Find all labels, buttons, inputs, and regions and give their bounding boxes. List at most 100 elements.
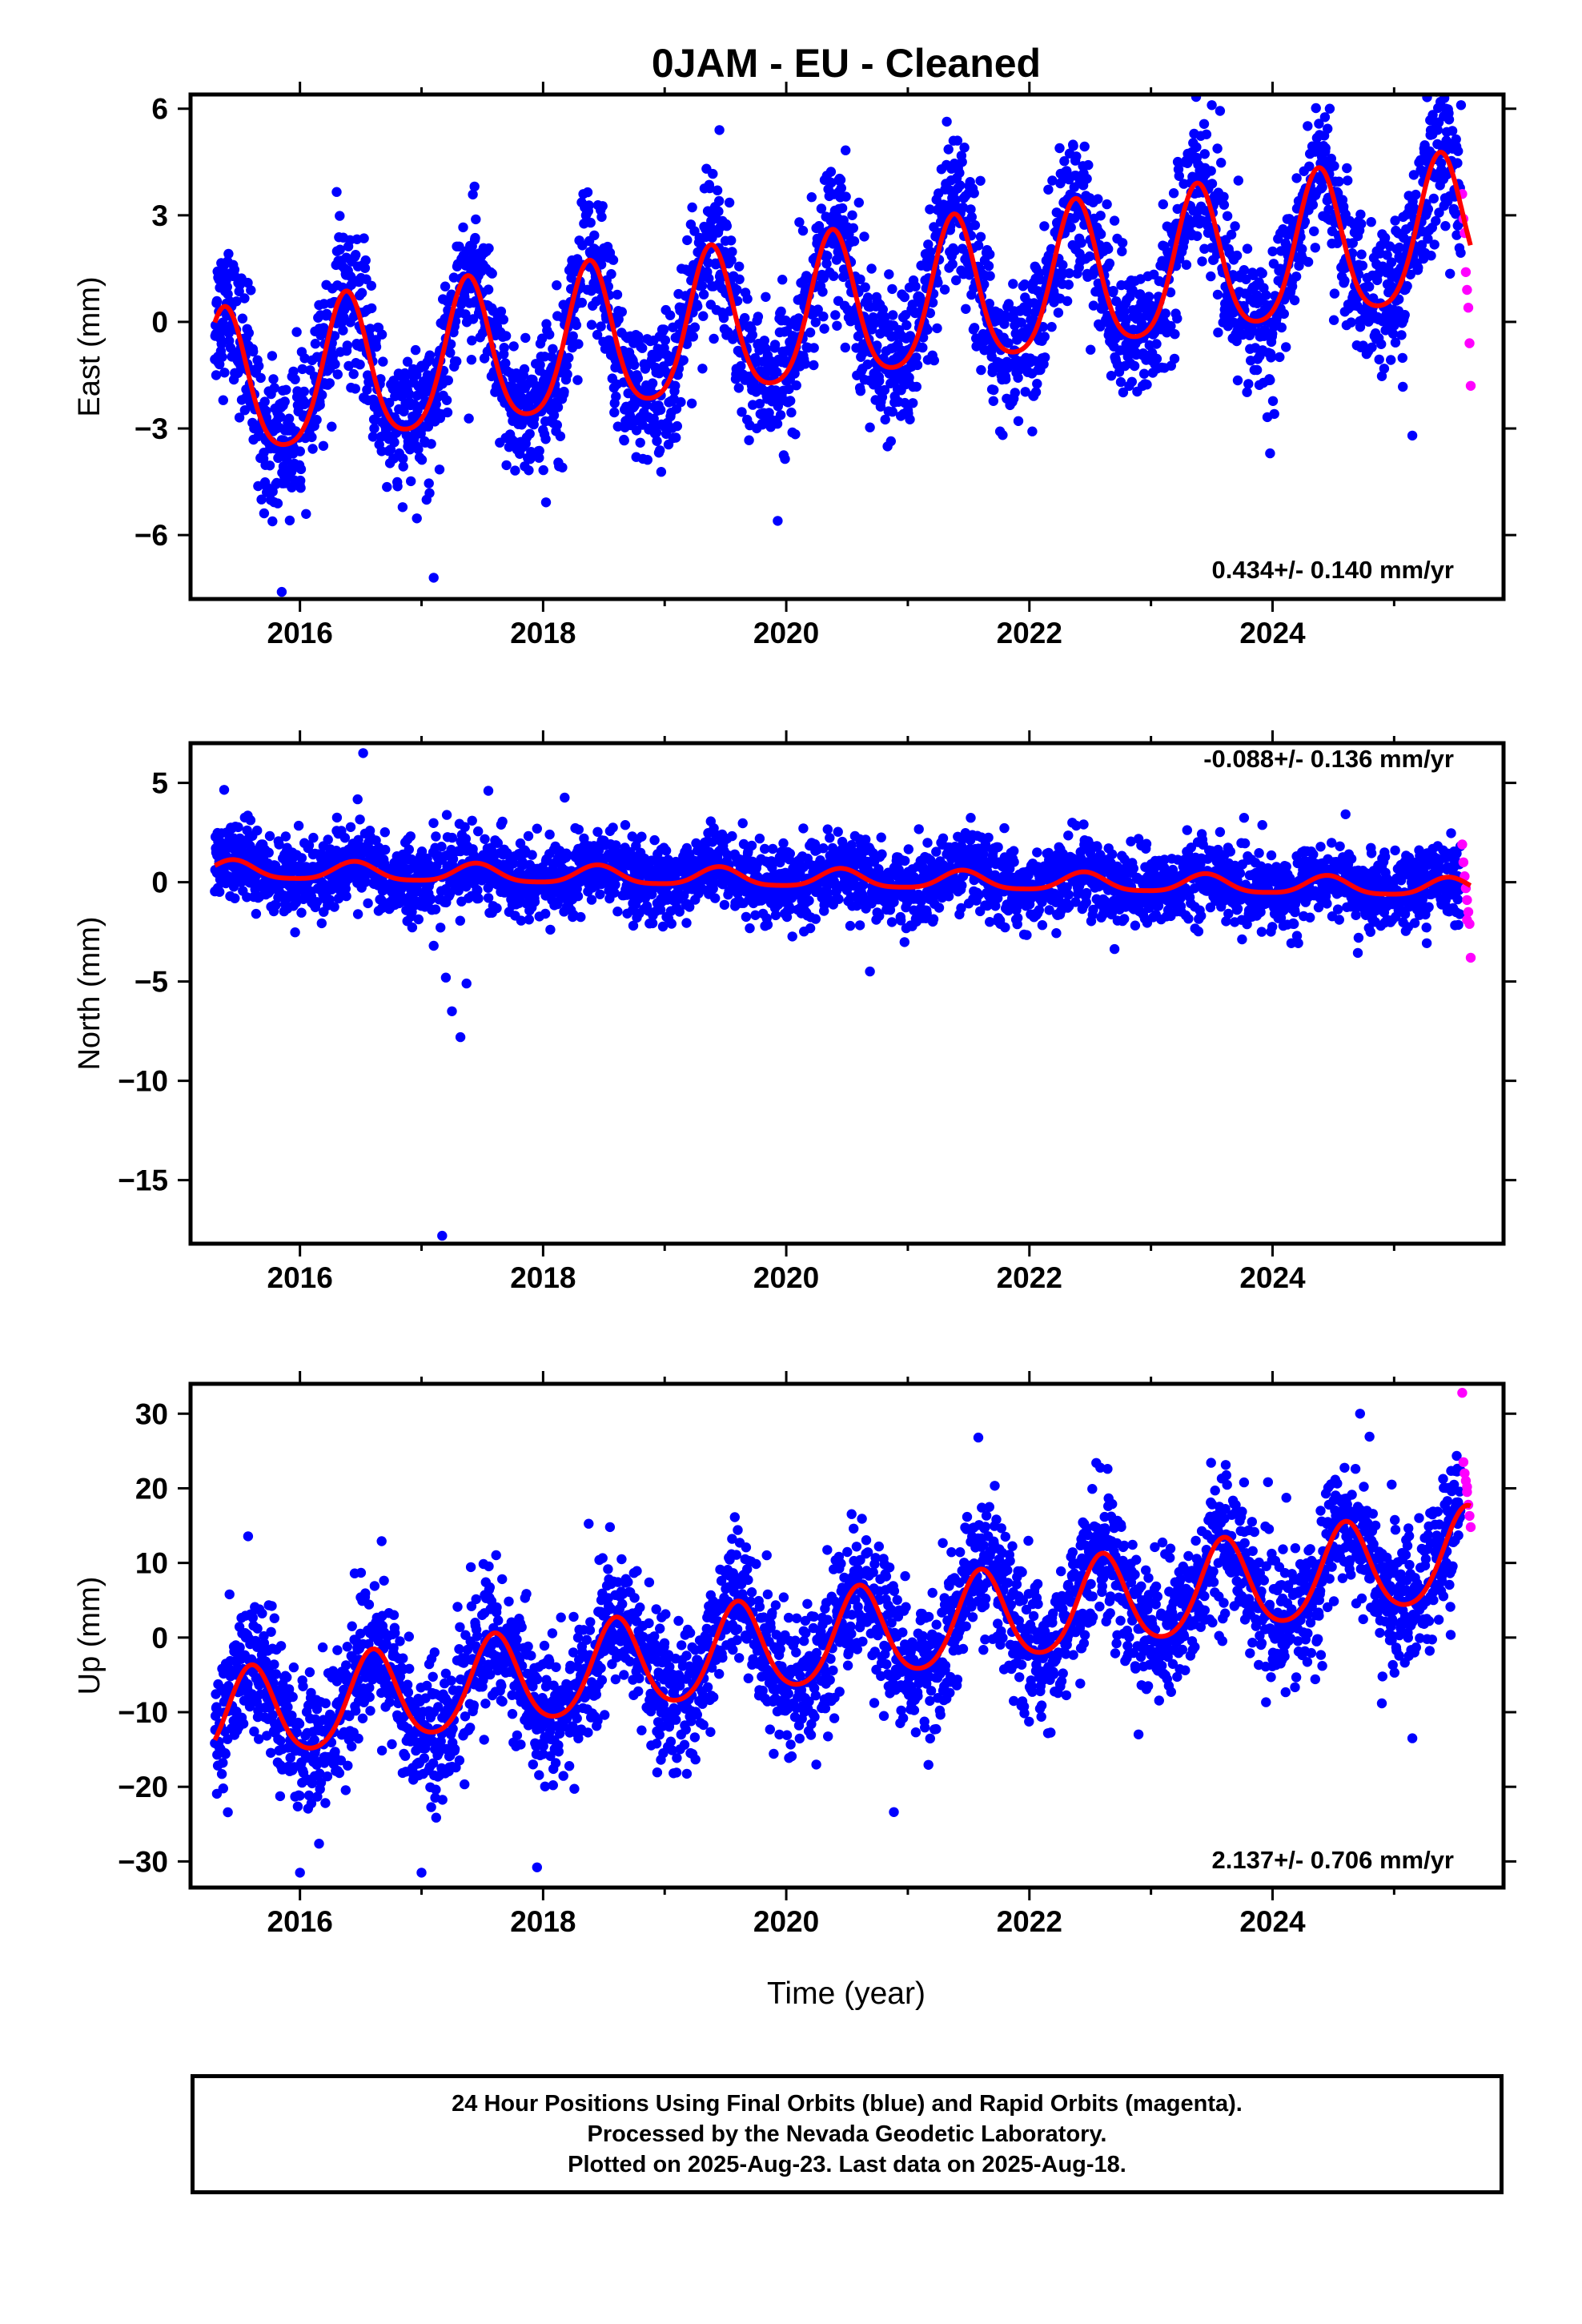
east-final-point — [809, 343, 819, 353]
north-final-point — [804, 895, 814, 906]
east-final-point — [660, 335, 671, 346]
east-final-point — [1083, 159, 1094, 171]
east-y-tick-label: −6 — [135, 519, 168, 552]
north-final-point — [242, 892, 252, 903]
north-final-point — [750, 910, 761, 921]
east-final-point — [295, 475, 306, 486]
east-final-point — [704, 273, 714, 283]
east-final-point — [810, 317, 821, 328]
east-final-point — [1364, 281, 1375, 292]
east-final-point — [500, 358, 511, 368]
east-final-point — [606, 269, 616, 279]
east-final-point — [616, 307, 627, 317]
east-final-point — [721, 221, 732, 231]
east-final-point — [1368, 293, 1379, 304]
north-final-point — [719, 899, 730, 911]
east-final-point — [219, 368, 230, 378]
east-final-point — [613, 314, 624, 324]
north-final-point — [777, 854, 787, 864]
north-final-point — [483, 893, 494, 903]
east-final-point — [985, 249, 995, 259]
east-final-point — [623, 388, 633, 399]
east-final-point — [1265, 448, 1275, 459]
east-final-point — [424, 488, 435, 498]
east-final-point — [797, 225, 809, 236]
east-final-point — [254, 429, 264, 440]
east-final-point — [1039, 332, 1050, 342]
east-final-point — [1452, 230, 1462, 240]
east-final-point — [776, 306, 786, 317]
east-final-point — [281, 384, 291, 395]
east-final-point — [1452, 158, 1463, 168]
north-final-point — [345, 822, 356, 833]
east-final-point — [1169, 353, 1180, 364]
east-final-point — [772, 367, 782, 377]
east-final-point — [366, 280, 376, 291]
north-final-point — [825, 833, 835, 843]
east-final-point — [697, 280, 708, 292]
north-final-point — [620, 819, 631, 830]
east-final-point — [1207, 100, 1217, 111]
east-final-point — [317, 390, 327, 400]
east-final-point — [1219, 199, 1230, 210]
east-final-point — [1275, 352, 1285, 363]
east-final-point — [929, 355, 940, 366]
east-final-point — [761, 292, 771, 302]
east-final-point — [540, 434, 551, 444]
east-final-point — [342, 340, 352, 351]
east-final-point — [985, 271, 995, 281]
east-final-point — [561, 360, 572, 371]
east-final-point — [282, 455, 292, 465]
east-final-point — [880, 312, 890, 323]
north-final-point — [473, 826, 484, 837]
north-final-point — [576, 911, 586, 923]
north-final-point — [215, 887, 225, 897]
east-final-point — [426, 439, 436, 449]
east-final-point — [1408, 170, 1419, 180]
north-final-point — [316, 918, 327, 929]
east-final-point — [283, 413, 295, 424]
north-final-point — [527, 850, 537, 860]
east-final-point — [1379, 364, 1390, 374]
east-final-point — [984, 299, 995, 309]
north-final-point — [822, 824, 833, 834]
east-final-point — [295, 464, 307, 475]
east-final-point — [1317, 36, 1327, 46]
north-final-point — [572, 891, 584, 902]
east-final-point — [1172, 313, 1182, 324]
east-final-point — [1199, 149, 1211, 159]
east-final-point — [1434, 207, 1444, 218]
north-final-point — [455, 915, 465, 926]
east-final-point — [589, 230, 600, 241]
east-final-point — [1121, 315, 1131, 326]
east-final-point — [1405, 269, 1415, 279]
east-final-point — [1299, 216, 1311, 227]
east-final-point — [910, 281, 921, 292]
east-final-point — [966, 204, 976, 215]
east-final-point — [712, 185, 723, 195]
east-final-point — [471, 214, 481, 225]
east-final-point — [1389, 320, 1399, 331]
north-final-point — [746, 840, 757, 851]
east-final-point — [1242, 243, 1253, 254]
east-final-point — [295, 483, 306, 493]
east-final-point — [267, 516, 278, 527]
east-final-point — [732, 284, 742, 295]
east-final-point — [534, 445, 544, 456]
east-final-point — [442, 407, 453, 418]
east-final-point — [619, 435, 629, 446]
north-final-point — [647, 918, 658, 929]
east-rapid-point — [1462, 284, 1472, 296]
east-final-point — [1453, 146, 1464, 156]
east-final-point — [1095, 211, 1106, 221]
east-final-point — [329, 331, 340, 341]
east-final-point — [1104, 258, 1115, 269]
east-final-point — [534, 452, 544, 463]
east-final-point — [651, 427, 662, 438]
north-final-point — [416, 846, 428, 857]
east-final-point — [714, 195, 725, 207]
east-final-point — [1151, 339, 1162, 349]
east-final-point — [1443, 115, 1455, 125]
east-final-point — [900, 397, 910, 408]
